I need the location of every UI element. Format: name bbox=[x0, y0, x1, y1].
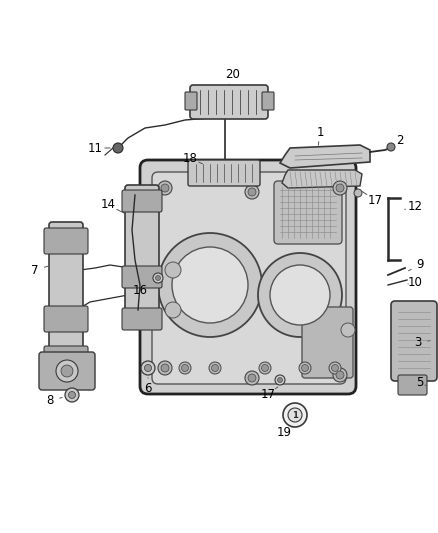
FancyBboxPatch shape bbox=[122, 266, 162, 288]
FancyBboxPatch shape bbox=[122, 308, 162, 330]
Text: 18: 18 bbox=[183, 151, 198, 165]
Circle shape bbox=[278, 377, 283, 383]
Circle shape bbox=[158, 233, 262, 337]
FancyBboxPatch shape bbox=[140, 160, 356, 394]
Circle shape bbox=[179, 362, 191, 374]
Text: 14: 14 bbox=[100, 198, 116, 212]
Text: 12: 12 bbox=[407, 200, 423, 214]
Circle shape bbox=[172, 247, 248, 323]
Circle shape bbox=[165, 262, 181, 278]
Circle shape bbox=[161, 364, 169, 372]
Circle shape bbox=[68, 392, 75, 399]
FancyBboxPatch shape bbox=[152, 172, 346, 384]
Circle shape bbox=[248, 374, 256, 382]
Circle shape bbox=[333, 181, 347, 195]
Text: 1: 1 bbox=[316, 125, 324, 139]
FancyBboxPatch shape bbox=[44, 306, 88, 332]
Text: 17: 17 bbox=[367, 193, 382, 206]
FancyBboxPatch shape bbox=[188, 160, 260, 186]
Polygon shape bbox=[280, 145, 370, 168]
Circle shape bbox=[336, 184, 344, 192]
Text: 5: 5 bbox=[416, 376, 424, 389]
Polygon shape bbox=[282, 170, 362, 188]
Circle shape bbox=[61, 365, 73, 377]
Text: 17: 17 bbox=[261, 389, 276, 401]
FancyBboxPatch shape bbox=[190, 85, 268, 119]
FancyBboxPatch shape bbox=[44, 228, 88, 254]
Circle shape bbox=[333, 368, 347, 382]
FancyBboxPatch shape bbox=[262, 92, 274, 110]
Circle shape bbox=[245, 185, 259, 199]
Text: 11: 11 bbox=[88, 141, 102, 155]
Circle shape bbox=[153, 273, 163, 283]
Circle shape bbox=[56, 360, 78, 382]
Circle shape bbox=[145, 365, 152, 372]
FancyBboxPatch shape bbox=[49, 222, 83, 368]
Circle shape bbox=[387, 143, 395, 151]
FancyBboxPatch shape bbox=[39, 352, 95, 390]
Circle shape bbox=[155, 276, 160, 280]
Circle shape bbox=[113, 143, 123, 153]
Text: 20: 20 bbox=[226, 69, 240, 82]
Circle shape bbox=[275, 375, 285, 385]
Circle shape bbox=[258, 253, 342, 337]
Circle shape bbox=[329, 362, 341, 374]
Circle shape bbox=[336, 371, 344, 379]
Circle shape bbox=[270, 265, 330, 325]
Circle shape bbox=[283, 403, 307, 427]
Text: 10: 10 bbox=[408, 276, 422, 288]
Text: 9: 9 bbox=[416, 259, 424, 271]
Circle shape bbox=[141, 361, 155, 375]
Circle shape bbox=[65, 388, 79, 402]
Circle shape bbox=[181, 365, 188, 372]
Circle shape bbox=[301, 365, 308, 372]
FancyBboxPatch shape bbox=[185, 92, 197, 110]
Text: 3: 3 bbox=[414, 336, 422, 350]
Circle shape bbox=[288, 408, 302, 422]
Text: 8: 8 bbox=[46, 393, 54, 407]
FancyBboxPatch shape bbox=[125, 185, 159, 321]
FancyBboxPatch shape bbox=[398, 375, 427, 395]
FancyBboxPatch shape bbox=[44, 346, 88, 372]
FancyBboxPatch shape bbox=[391, 301, 437, 381]
Circle shape bbox=[158, 361, 172, 375]
Text: 1: 1 bbox=[292, 410, 298, 419]
Circle shape bbox=[354, 189, 362, 197]
FancyBboxPatch shape bbox=[274, 181, 342, 244]
Text: 7: 7 bbox=[31, 263, 39, 277]
FancyBboxPatch shape bbox=[302, 307, 353, 378]
Circle shape bbox=[158, 181, 172, 195]
Circle shape bbox=[248, 188, 256, 196]
Text: 2: 2 bbox=[396, 133, 404, 147]
Circle shape bbox=[165, 302, 181, 318]
Circle shape bbox=[341, 323, 355, 337]
Circle shape bbox=[212, 365, 219, 372]
Circle shape bbox=[332, 365, 339, 372]
Circle shape bbox=[299, 362, 311, 374]
Circle shape bbox=[259, 362, 271, 374]
Circle shape bbox=[209, 362, 221, 374]
Text: 16: 16 bbox=[133, 284, 148, 296]
Circle shape bbox=[261, 365, 268, 372]
Text: 6: 6 bbox=[144, 382, 152, 394]
FancyBboxPatch shape bbox=[122, 190, 162, 212]
Text: 19: 19 bbox=[276, 426, 292, 440]
Circle shape bbox=[245, 371, 259, 385]
Circle shape bbox=[161, 184, 169, 192]
